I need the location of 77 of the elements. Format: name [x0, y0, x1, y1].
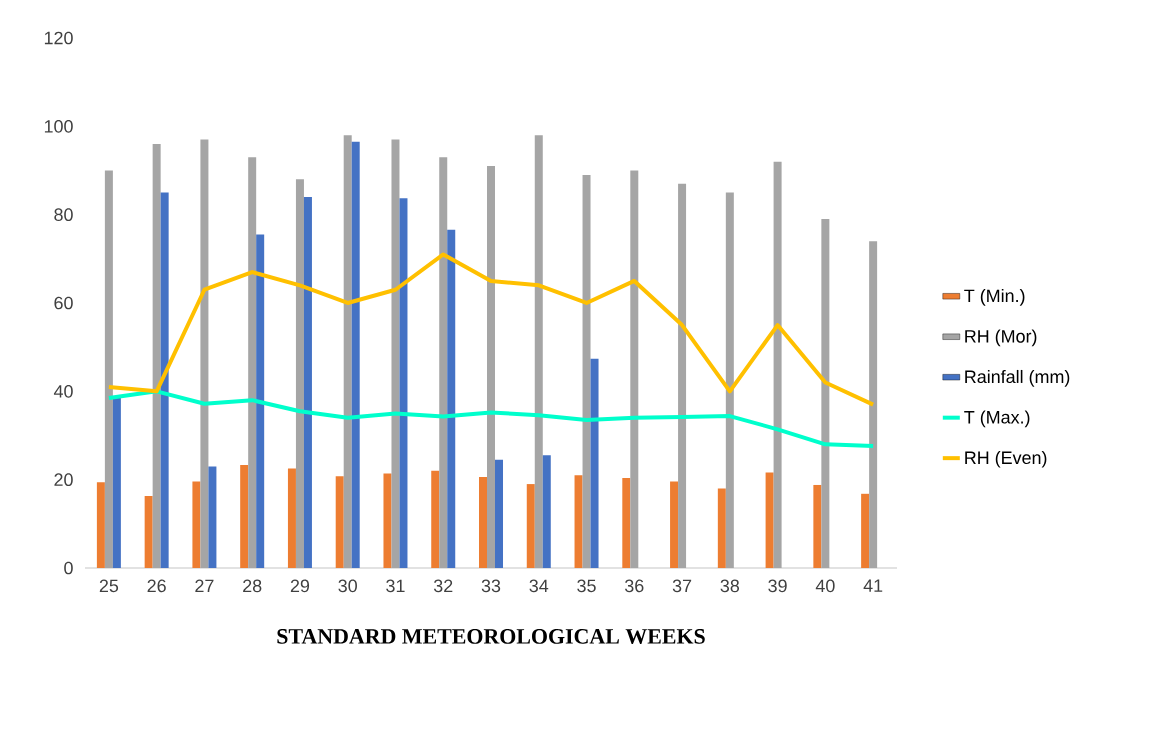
line-series — [106, 389, 876, 449]
bar — [447, 229, 456, 568]
y-tick-label: 20 — [54, 473, 73, 487]
bar — [678, 183, 687, 568]
bar — [534, 135, 543, 568]
bar — [192, 481, 201, 568]
x-tick-label: 37 — [672, 579, 692, 593]
bar — [495, 459, 503, 568]
x-axis-title: STANDARD METEOROLOGICAL WEEKS — [277, 629, 705, 644]
x-tick-label: 35 — [577, 579, 596, 593]
x-tick-label: 38 — [720, 579, 740, 593]
y-tick-label: 80 — [54, 208, 73, 222]
bar — [248, 157, 257, 568]
bar — [287, 468, 296, 568]
bar — [144, 496, 153, 568]
bar — [96, 482, 105, 568]
bar — [630, 170, 639, 568]
x-tick-label: 29 — [290, 579, 310, 593]
bar — [590, 358, 599, 568]
x-tick-label: 25 — [99, 579, 119, 593]
y-tick-label: 60 — [54, 296, 73, 310]
x-tick-label: 39 — [768, 579, 787, 593]
bar — [152, 143, 161, 568]
x-tick-label: 26 — [147, 579, 166, 593]
x-tick-label: 41 — [863, 579, 883, 592]
x-tick-label: 36 — [625, 579, 644, 593]
bar — [256, 234, 265, 568]
bar — [821, 219, 830, 568]
bar — [479, 477, 487, 568]
bar — [765, 472, 774, 568]
bar — [431, 470, 440, 568]
bar — [542, 455, 551, 568]
y-tick-label: 100 — [44, 119, 73, 133]
x-tick-label: 31 — [386, 579, 405, 593]
x-tick-label: 34 — [529, 579, 549, 593]
bar — [383, 473, 392, 568]
legend-label: RH (Even) — [965, 450, 1047, 468]
y-tick-label: 40 — [53, 384, 73, 398]
x-tick-label: 33 — [481, 579, 501, 593]
bar — [670, 481, 679, 568]
bar — [351, 141, 360, 568]
bar — [861, 493, 870, 568]
y-tick-label: 120 — [44, 31, 73, 45]
bar — [160, 192, 169, 568]
bar — [112, 397, 121, 568]
bar — [399, 198, 408, 568]
bar — [487, 166, 495, 568]
legend-label: RH (Mor) — [965, 329, 1037, 347]
bar — [295, 179, 304, 568]
bar — [208, 466, 217, 568]
bar — [869, 241, 878, 568]
legend-label: T (Min.) — [964, 289, 1025, 306]
bar — [303, 197, 312, 568]
bar — [813, 484, 822, 568]
x-tick-label: 28 — [243, 579, 262, 593]
bar — [104, 170, 113, 568]
x-tick-label: 40 — [815, 579, 835, 593]
x-tick-label: 30 — [338, 579, 357, 593]
bar — [335, 476, 344, 568]
y-tick-label: 0 — [64, 561, 73, 575]
bar — [526, 484, 535, 568]
bar — [622, 477, 631, 568]
bar — [391, 139, 400, 568]
x-tick-label: 27 — [195, 579, 214, 593]
bar — [725, 192, 734, 568]
legend-label: T (Max.) — [964, 410, 1030, 428]
bar — [773, 161, 782, 568]
bar — [200, 139, 209, 568]
legend-label: Rainfall (mm) — [965, 369, 1070, 387]
bar — [240, 465, 249, 568]
bar — [574, 475, 583, 568]
bar — [582, 174, 591, 568]
x-tick-label: 32 — [433, 579, 453, 593]
bar — [717, 488, 726, 568]
bar — [343, 135, 352, 568]
line-series — [106, 252, 876, 407]
bar — [439, 157, 448, 568]
